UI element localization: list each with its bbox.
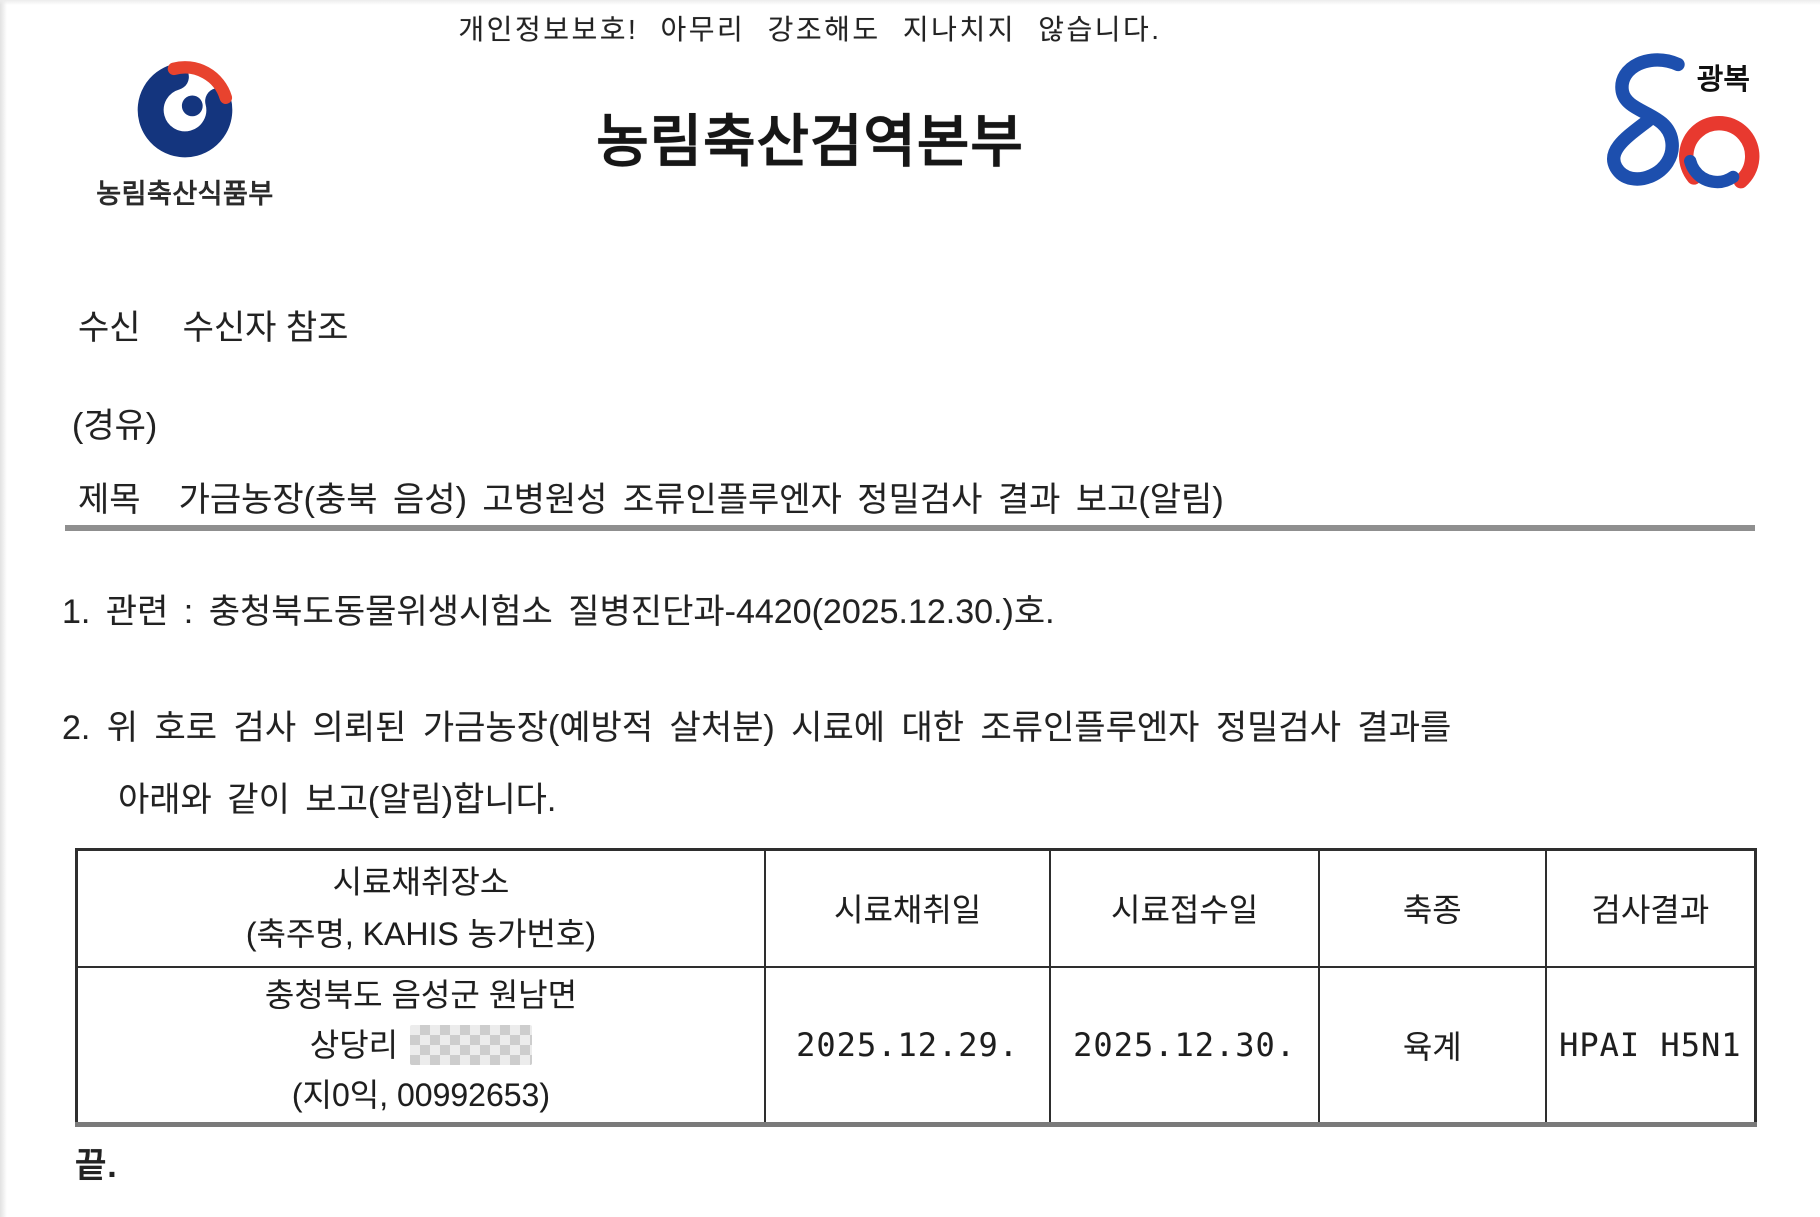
closing-end-mark: 끝. (75, 1147, 118, 1185)
table-row: 충청북도 음성군 원남면 상당리 (지0익, 00992653) 2025.12… (75, 965, 1757, 1127)
subject-label: 제목 (78, 481, 141, 519)
subject-divider (65, 525, 1755, 531)
col-header-receipt-date: 시료접수일 (1049, 848, 1320, 968)
ministry-logo: 농림축산식품부 (85, 58, 285, 211)
cell-species: 육계 (1317, 965, 1547, 1127)
privacy-notice: 개인정보보호! 아무리 강조해도 지나치지 않습니다. (458, 14, 1162, 45)
test-results-table: 시료채취장소 (축주명, KAHIS 농가번호) 시료채취일 시료접수일 축종 … (75, 848, 1757, 1127)
location-line2-text: 상당리 (309, 1026, 399, 1063)
location-line3: (지0익, 00992653) (291, 1076, 551, 1113)
anniversary-80-logo: 광복 80 (1556, 50, 1768, 220)
report-line-1: 2. 위 호로 검사 의뢰된 가금농장(예방적 살처분) 시료에 대한 조류인플… (62, 709, 1452, 747)
anniversary-number: 80 (1768, 50, 1769, 51)
location-line1: 충청북도 음성군 원남면 (264, 976, 578, 1013)
table-header-row: 시료채취장소 (축주명, KAHIS 농가번호) 시료채취일 시료접수일 축종 … (75, 848, 1757, 968)
liberation-label: 광복 (1697, 64, 1750, 96)
recipient-value: 수신자 참조 (182, 309, 349, 347)
cell-result: HPAI H5N1 (1544, 965, 1757, 1127)
col-header-result: 검사결과 (1544, 848, 1757, 968)
redacted-text-block (410, 1024, 533, 1065)
ministry-name: 농림축산식품부 (96, 179, 274, 209)
agency-title: 농림축산검역본부 (596, 110, 1024, 174)
cell-sample-date: 2025.12.29. (763, 965, 1052, 1127)
cell-receipt-date: 2025.12.30. (1049, 965, 1320, 1127)
col-header-location: 시료채취장소 (축주명, KAHIS 농가번호) (75, 848, 766, 968)
government-emblem-icon (136, 61, 234, 159)
recipient-row: 수신 수신자 참조 (78, 300, 348, 349)
report-line-2: 아래와 같이 보고(알림)합니다. (118, 781, 557, 819)
subject-row: 제목 가금농장(충북 음성) 고병원성 조류인플루엔자 정밀검사 결과 보고(알… (78, 472, 1224, 521)
col-header-sample-date: 시료채취일 (763, 848, 1052, 968)
col-header-location-line1: 시료채취장소 (332, 864, 510, 901)
liberation-80-icon: 광복 (1607, 53, 1760, 197)
subject-value: 가금농장(충북 음성) 고병원성 조류인플루엔자 정밀검사 결과 보고(알림) (178, 481, 1224, 519)
cell-location: 충청북도 음성군 원남면 상당리 (지0익, 00992653) (75, 965, 766, 1127)
related-reference-line: 1. 관련 : 충청북도동물위생시험소 질병진단과-4420(2025.12.3… (62, 593, 1055, 631)
recipient-label: 수신 (78, 309, 141, 347)
col-header-species: 축종 (1317, 848, 1547, 968)
via-line: (경유) (72, 407, 158, 445)
location-line2: 상당리 (78, 1020, 764, 1070)
col-header-location-line2: (축주명, KAHIS 농가번호) (245, 916, 596, 953)
